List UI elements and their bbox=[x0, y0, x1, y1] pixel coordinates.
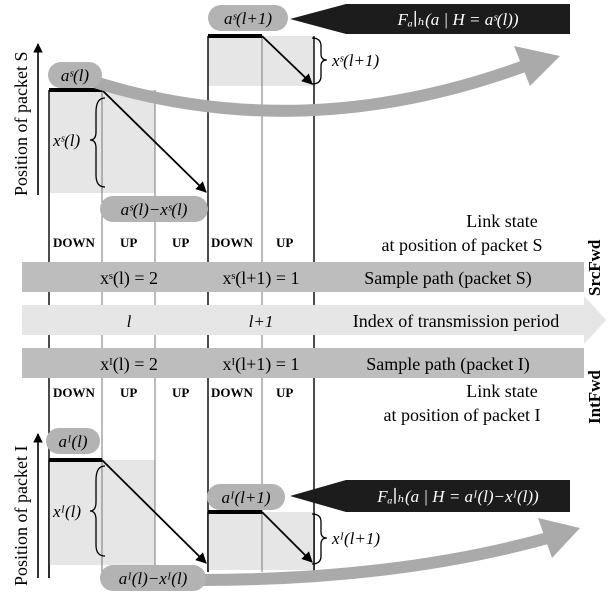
bottom-brace-x-l1 bbox=[311, 513, 328, 565]
src-state-4: DOWN bbox=[211, 235, 254, 250]
src-state-5: UP bbox=[276, 235, 293, 250]
bottom-transmission-arrow-l1 bbox=[261, 511, 313, 563]
link-state-src-line1: Link state bbox=[466, 211, 537, 231]
bottom-x-l-label: xᴵ(l) bbox=[52, 502, 81, 521]
svg-text:aᴵ(l): aᴵ(l) bbox=[59, 432, 88, 451]
sample-src-label: Sample path (packet S) bbox=[364, 268, 531, 289]
svg-text:aˢ(l+1): aˢ(l+1) bbox=[224, 9, 272, 28]
sample-int-cell1: xᴵ(l) = 2 bbox=[100, 354, 158, 375]
svg-text:aᴵ(l)−xᴵ(l): aᴵ(l)−xᴵ(l) bbox=[119, 569, 188, 588]
sample-src-cell1: xˢ(l) = 2 bbox=[100, 268, 158, 289]
top-axis-label: Position of packet S bbox=[11, 52, 31, 197]
sample-int-label: Sample path (packet I) bbox=[366, 354, 529, 375]
index-arrow-head bbox=[584, 296, 606, 344]
band-sample-intermediate bbox=[22, 348, 584, 378]
top-pill-a-minus-x bbox=[100, 196, 208, 222]
svg-text:aˢ(l)−xˢ(l): aˢ(l)−xˢ(l) bbox=[121, 200, 188, 219]
svg-text:aˢ(l): aˢ(l) bbox=[61, 66, 89, 85]
bottom-cdf-callout bbox=[290, 480, 570, 512]
top-brace-x-l bbox=[89, 97, 106, 188]
top-cdf-callout bbox=[290, 4, 570, 34]
int-state-5: UP bbox=[276, 385, 293, 400]
link-state-int-line1: Link state bbox=[466, 381, 537, 401]
sample-int-cell2: xᴵ(l+1) = 1 bbox=[223, 354, 300, 375]
link-state-src-line2: at position of packet S bbox=[382, 235, 543, 255]
bottom-axis-label: Position of packet I bbox=[11, 446, 31, 586]
index-cell1: l bbox=[127, 312, 132, 331]
bottom-pill-a-minus-x bbox=[100, 565, 206, 591]
int-state-2: UP bbox=[120, 385, 137, 400]
bottom-period-l1-box bbox=[208, 512, 314, 570]
link-state-int-line2: at position of packet I bbox=[384, 405, 541, 425]
svg-text:Fₐ∣ₕ(a | H = aˢ(l)): Fₐ∣ₕ(a | H = aˢ(l)) bbox=[396, 10, 518, 29]
band-sample-source bbox=[22, 262, 584, 292]
top-pill-a-l1 bbox=[208, 5, 288, 31]
index-cell2: l+1 bbox=[249, 312, 274, 331]
int-state-1: DOWN bbox=[53, 385, 96, 400]
src-state-1: DOWN bbox=[53, 235, 96, 250]
sample-src-cell2: xˢ(l+1) = 1 bbox=[222, 268, 299, 289]
bottom-pill-a-l bbox=[46, 428, 100, 454]
int-state-4: DOWN bbox=[211, 385, 254, 400]
top-pill-a-l bbox=[48, 62, 102, 88]
top-x-l-label: xˢ(l) bbox=[52, 131, 81, 150]
bottom-pill-a-l1 bbox=[207, 484, 285, 510]
bottom-transmission-arrow-l bbox=[101, 459, 207, 564]
src-state-2: UP bbox=[120, 235, 137, 250]
side-label-srcfwd: SrcFwd bbox=[585, 239, 604, 296]
src-state-3: UP bbox=[172, 235, 189, 250]
band-index bbox=[22, 305, 584, 335]
bottom-x-l1-label: xᴵ(l+1) bbox=[331, 529, 380, 548]
top-period-l1-box bbox=[208, 36, 314, 86]
bottom-feedback-arrow bbox=[199, 530, 557, 586]
svg-text:Fₐ∣ₕ(a | H = aᴵ(l)−xᴵ(l)): Fₐ∣ₕ(a | H = aᴵ(l)−xᴵ(l)) bbox=[376, 487, 539, 506]
bottom-brace-x-l bbox=[89, 465, 106, 557]
side-label-intfwd: IntFwd bbox=[585, 370, 604, 424]
svg-text:aᴵ(l+1): aᴵ(l+1) bbox=[222, 488, 271, 507]
top-transmission-arrow-l1 bbox=[261, 35, 313, 85]
top-feedback-arrow bbox=[80, 58, 533, 117]
index-label: Index of transmission period bbox=[353, 311, 559, 331]
top-brace-x-l1 bbox=[311, 37, 328, 85]
int-state-3: UP bbox=[172, 385, 189, 400]
top-transmission-arrow-l bbox=[101, 89, 207, 193]
top-x-l1-label: xˢ(l+1) bbox=[331, 51, 379, 70]
